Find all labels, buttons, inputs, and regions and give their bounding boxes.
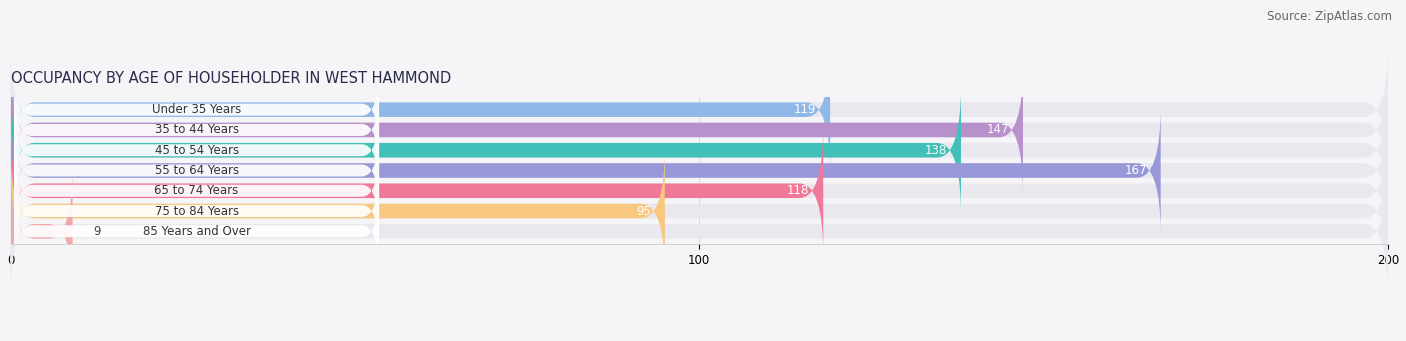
FancyBboxPatch shape: [11, 87, 1388, 214]
Text: 118: 118: [787, 184, 810, 197]
FancyBboxPatch shape: [14, 65, 380, 154]
Text: OCCUPANCY BY AGE OF HOUSEHOLDER IN WEST HAMMOND: OCCUPANCY BY AGE OF HOUSEHOLDER IN WEST …: [11, 71, 451, 86]
Text: 85 Years and Over: 85 Years and Over: [142, 225, 250, 238]
FancyBboxPatch shape: [11, 66, 1024, 194]
Text: 75 to 84 Years: 75 to 84 Years: [155, 205, 239, 218]
FancyBboxPatch shape: [14, 105, 380, 195]
FancyBboxPatch shape: [11, 168, 73, 295]
FancyBboxPatch shape: [14, 166, 380, 256]
FancyBboxPatch shape: [11, 127, 1388, 254]
FancyBboxPatch shape: [11, 46, 1388, 173]
FancyBboxPatch shape: [11, 147, 665, 275]
Text: 9: 9: [93, 225, 101, 238]
FancyBboxPatch shape: [14, 146, 380, 236]
Text: 95: 95: [636, 205, 651, 218]
FancyBboxPatch shape: [11, 107, 1161, 234]
FancyBboxPatch shape: [11, 107, 1388, 234]
FancyBboxPatch shape: [14, 187, 380, 276]
Text: 119: 119: [794, 103, 817, 116]
Text: 147: 147: [987, 123, 1010, 136]
Text: Under 35 Years: Under 35 Years: [152, 103, 242, 116]
FancyBboxPatch shape: [11, 168, 1388, 295]
FancyBboxPatch shape: [14, 85, 380, 175]
Text: 167: 167: [1125, 164, 1147, 177]
FancyBboxPatch shape: [11, 46, 830, 173]
Text: 65 to 74 Years: 65 to 74 Years: [155, 184, 239, 197]
FancyBboxPatch shape: [11, 87, 960, 214]
Text: Source: ZipAtlas.com: Source: ZipAtlas.com: [1267, 10, 1392, 23]
Text: 45 to 54 Years: 45 to 54 Years: [155, 144, 239, 157]
FancyBboxPatch shape: [11, 127, 824, 254]
FancyBboxPatch shape: [11, 147, 1388, 275]
Text: 138: 138: [925, 144, 948, 157]
FancyBboxPatch shape: [14, 126, 380, 215]
FancyBboxPatch shape: [11, 66, 1388, 194]
Text: 35 to 44 Years: 35 to 44 Years: [155, 123, 239, 136]
Text: 55 to 64 Years: 55 to 64 Years: [155, 164, 239, 177]
